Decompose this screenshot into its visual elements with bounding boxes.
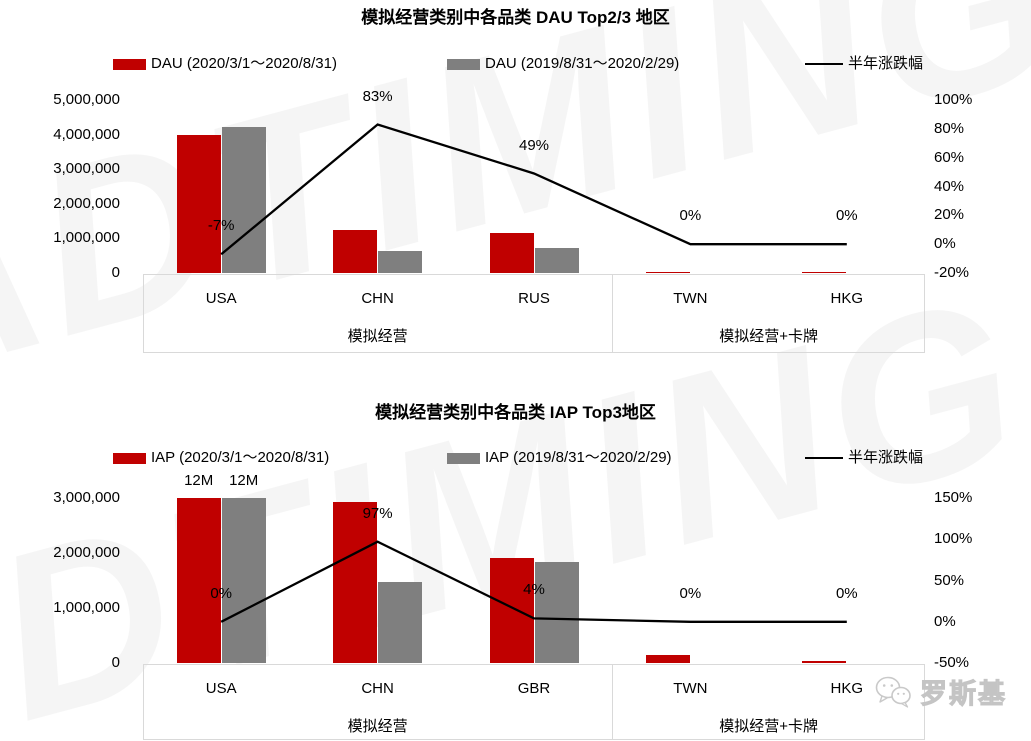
line-point-label: 0%: [679, 207, 702, 225]
iap-chart: 模拟经营类别中各品类 IAP Top3地区 IAP (2020/3/1～2020…: [0, 390, 1031, 741]
legend-item: DAU (2020/3/1～2020/8/31): [113, 56, 337, 72]
left-axis-tick: 1,000,000: [53, 229, 120, 247]
group-label: 模拟经营: [347, 328, 408, 345]
chart-title: 模拟经营类别中各品类 IAP Top3地区: [375, 403, 656, 422]
group-divider: [612, 274, 614, 353]
line-point-label: 4%: [523, 581, 545, 599]
category-label: TWN: [673, 680, 708, 697]
left-axis-tick: 0: [111, 654, 120, 671]
group-divider: [612, 664, 614, 740]
category-label: CHN: [361, 290, 394, 307]
bar-chn: [378, 582, 423, 663]
line-point-label: 0%: [679, 584, 702, 602]
right-axis-tick: -20%: [934, 264, 970, 281]
bar-usa: [176, 498, 221, 663]
category-label: HKG: [830, 290, 864, 307]
wechat-icon: [872, 674, 914, 710]
category-axis-box: [143, 274, 925, 353]
right-axis-tick: 80%: [934, 119, 965, 137]
line-point-label: 97%: [362, 504, 393, 522]
left-axis-tick: 2,000,000: [53, 544, 120, 561]
brand-logo: 罗斯基: [872, 672, 1007, 711]
right-axis-tick: 150%: [934, 489, 973, 506]
category-label: CHN: [361, 680, 394, 697]
legend-item: IAP (2020/3/1～2020/8/31): [113, 450, 329, 466]
legend-bar-swatch: [113, 452, 146, 464]
bar-twn: [645, 272, 690, 273]
chart-canvas: DAU (2020/3/1～2020/8/31) DAU (2019/8/31～2…: [53, 56, 973, 353]
legend-label: DAU (2019/8/31～2020/2/29): [485, 55, 680, 72]
legend-bar-swatch: [447, 452, 480, 464]
legend-label: 半年涨跌幅: [848, 55, 924, 72]
category-label: TWN: [673, 290, 708, 307]
bar-gbr: [489, 558, 534, 663]
category-label: GBR: [517, 680, 551, 697]
legend-label: IAP (2019/8/31～2020/2/29): [485, 449, 672, 466]
chart-canvas: IAP (2020/3/1～2020/8/31) IAP (2019/8/31～2…: [0, 390, 1031, 741]
bar-value-label: 12M: [184, 472, 214, 489]
category-label: USA: [205, 290, 237, 307]
bar-chn: [378, 251, 423, 273]
right-axis-tick: 0%: [934, 235, 956, 253]
line-point-label: 49%: [518, 136, 550, 154]
right-axis-tick: 20%: [934, 206, 965, 224]
bar-chn: [333, 502, 378, 663]
left-axis-tick: 4,000,000: [53, 125, 120, 143]
group-label: 模拟经营: [347, 718, 408, 735]
chart-title: 模拟经营类别中各品类 DAU Top2/3 地区: [361, 8, 670, 27]
left-axis-tick: 5,000,000: [53, 91, 120, 108]
legend-bar-swatch: [447, 58, 480, 70]
trend-line: [220, 123, 847, 256]
legend-bar-swatch: [113, 58, 146, 70]
left-axis-tick: 2,000,000: [53, 194, 120, 212]
legend-item: IAP (2019/8/31～2020/2/29): [447, 450, 672, 466]
line-point-label: 0%: [835, 584, 858, 602]
left-axis-tick: 3,000,000: [53, 489, 120, 506]
right-axis-tick: 40%: [934, 177, 965, 195]
right-axis-tick: 100%: [934, 91, 973, 108]
bar-value-label: 12M: [229, 472, 259, 489]
category-label: USA: [205, 680, 237, 697]
category-label: HKG: [830, 680, 864, 697]
line-point-label: -7%: [207, 217, 235, 235]
legend-label: DAU (2020/3/1～2020/8/31): [151, 55, 337, 72]
left-axis-tick: 3,000,000: [53, 160, 120, 178]
right-axis-tick: 60%: [934, 148, 965, 166]
bar-hkg: [802, 661, 847, 663]
category-label: RUS: [518, 290, 550, 307]
bar-hkg: [802, 272, 847, 273]
trend-line: [220, 540, 847, 623]
line-point-label: 0%: [835, 207, 858, 225]
right-axis-tick: 100%: [934, 530, 973, 548]
bar-twn: [645, 655, 690, 663]
legend-line-swatch: [805, 457, 843, 459]
legend-line-swatch: [805, 63, 843, 65]
left-axis-tick: 0: [111, 264, 120, 281]
right-axis-tick: 0%: [934, 612, 956, 630]
group-label: 模拟经营+卡牌: [719, 718, 818, 735]
line-point-label: 0%: [210, 584, 233, 602]
legend-item: 半年涨跌幅: [805, 450, 923, 466]
bar-gbr: [534, 562, 579, 663]
bar-usa: [221, 498, 266, 663]
category-axis-box: [143, 664, 925, 740]
right-axis-tick: -50%: [934, 654, 970, 671]
left-axis-tick: 1,000,000: [53, 599, 120, 616]
dau-chart: 模拟经营类别中各品类 DAU Top2/3 地区 DAU (2020/3/1～2…: [53, 8, 973, 353]
line-point-label: 83%: [362, 87, 393, 105]
legend-item: 半年涨跌幅: [805, 56, 923, 72]
bar-rus: [534, 248, 579, 273]
bar-usa: [176, 135, 221, 273]
group-label: 模拟经营+卡牌: [719, 328, 818, 345]
brand-name: 罗斯基: [920, 679, 1007, 710]
right-axis-tick: 50%: [934, 571, 965, 589]
legend-label: 半年涨跌幅: [848, 449, 924, 466]
bar-chn: [333, 230, 378, 273]
legend-label: IAP (2020/3/1～2020/8/31): [151, 449, 330, 466]
bar-rus: [489, 233, 534, 273]
legend-item: DAU (2019/8/31～2020/2/29): [447, 56, 679, 72]
